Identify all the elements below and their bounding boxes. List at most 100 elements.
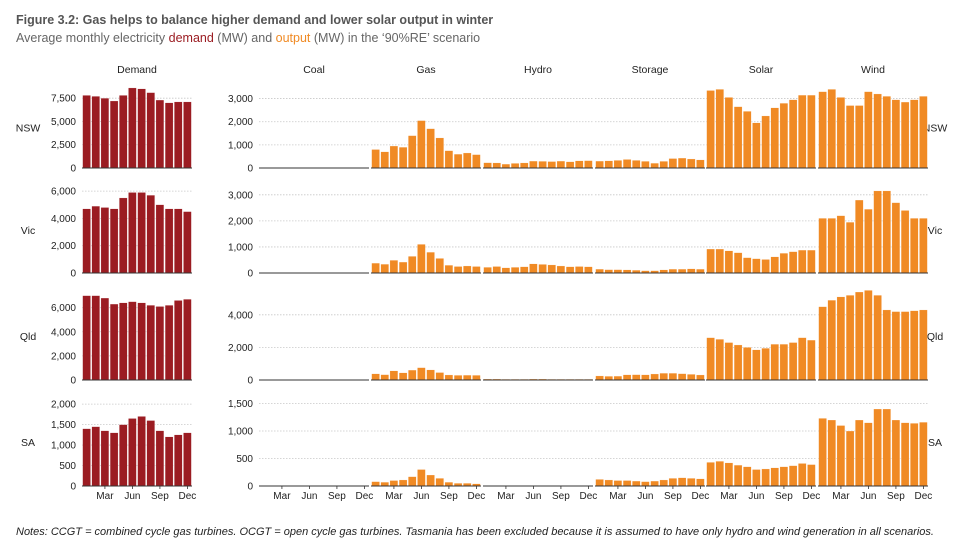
bar-nsw-hydro-mar bbox=[501, 163, 511, 169]
bar-vic-gas-nov bbox=[463, 265, 472, 274]
bar-qld-wind-dec bbox=[919, 309, 928, 381]
region-label-sa-right: SA bbox=[928, 437, 942, 449]
bar-nsw-solar-jan bbox=[706, 90, 715, 169]
bar-qld-storage-nov bbox=[687, 374, 696, 381]
bar-vic-demand-apr bbox=[109, 208, 119, 274]
bar-vic-solar-oct bbox=[788, 251, 798, 274]
bar-vic-wind-apr bbox=[845, 222, 855, 274]
x-tick-label-hydro-mar: Mar bbox=[497, 491, 515, 502]
x-tick-label-coal-jun: Jun bbox=[301, 491, 317, 502]
x-tick-label-wind-mar: Mar bbox=[832, 491, 850, 502]
bar-nsw-wind-nov bbox=[910, 99, 919, 169]
bar-qld-storage-sep bbox=[668, 373, 678, 381]
bar-sa-solar-sep bbox=[779, 466, 789, 487]
bar-nsw-wind-jan bbox=[818, 91, 827, 169]
bar-qld-storage-jun bbox=[641, 374, 650, 381]
x-tick-label-gas-sep: Sep bbox=[440, 491, 458, 502]
bar-vic-hydro-apr bbox=[510, 267, 520, 274]
bar-vic-storage-oct bbox=[677, 268, 687, 274]
bar-qld-gas-mar bbox=[389, 370, 399, 381]
bar-qld-solar-sep bbox=[779, 344, 789, 381]
bar-nsw-demand-oct bbox=[164, 102, 174, 169]
bar-sa-solar-jul bbox=[761, 468, 770, 487]
bar-vic-solar-may bbox=[743, 257, 752, 274]
bar-qld-demand-mar bbox=[100, 297, 110, 381]
bar-sa-storage-nov bbox=[687, 478, 696, 487]
y-tick-label-vic-coal: 1,000 bbox=[228, 242, 253, 253]
bar-vic-storage-mar bbox=[613, 269, 623, 274]
bar-nsw-wind-dec bbox=[919, 96, 928, 169]
x-tick-label-storage-dec: Dec bbox=[692, 491, 710, 502]
bar-vic-solar-apr bbox=[733, 252, 743, 274]
bar-vic-solar-aug bbox=[770, 256, 779, 274]
bar-vic-demand-jan bbox=[82, 208, 91, 274]
bar-vic-demand-dec bbox=[183, 211, 192, 274]
bar-nsw-hydro-jan bbox=[483, 162, 492, 169]
bar-nsw-solar-aug bbox=[770, 107, 779, 169]
bar-nsw-gas-nov bbox=[463, 152, 472, 169]
bar-qld-demand-apr bbox=[109, 303, 119, 381]
subtitle-demand-word: demand bbox=[168, 31, 214, 45]
bar-sa-storage-sep bbox=[668, 478, 678, 487]
x-tick-label-demand-mar: Mar bbox=[96, 491, 114, 502]
bar-qld-gas-nov bbox=[463, 374, 472, 381]
y-tick-label-nsw-demand: 5,000 bbox=[51, 117, 76, 128]
x-tick-label-wind-dec: Dec bbox=[915, 491, 933, 502]
y-tick-label-qld-coal: 2,000 bbox=[228, 343, 253, 354]
bar-vic-hydro-jul bbox=[538, 264, 547, 274]
bar-sa-demand-aug bbox=[146, 420, 155, 487]
y-tick-label-vic-demand: 0 bbox=[70, 269, 76, 280]
bar-qld-wind-mar bbox=[836, 296, 846, 381]
bar-sa-demand-mar bbox=[100, 430, 110, 487]
bar-qld-solar-apr bbox=[733, 344, 743, 381]
bar-vic-hydro-aug bbox=[547, 264, 556, 274]
bar-vic-gas-sep bbox=[444, 265, 454, 274]
bar-qld-storage-apr bbox=[622, 374, 632, 381]
y-tick-label-sa-demand: 500 bbox=[59, 461, 76, 472]
y-tick-label-sa-coal: 0 bbox=[247, 482, 253, 493]
bar-nsw-gas-jul bbox=[426, 128, 435, 169]
bar-sa-gas-jan bbox=[371, 481, 380, 487]
bar-qld-solar-may bbox=[743, 347, 752, 381]
y-tick-label-nsw-demand: 0 bbox=[70, 164, 76, 175]
figure-subtitle: Average monthly electricity demand (MW) … bbox=[16, 31, 480, 45]
bar-nsw-solar-dec bbox=[807, 94, 816, 169]
bar-sa-storage-jul bbox=[650, 480, 659, 487]
bar-vic-hydro-sep bbox=[556, 265, 566, 274]
bar-sa-demand-jun bbox=[128, 418, 137, 487]
bar-sa-solar-may bbox=[743, 466, 752, 487]
x-tick-label-solar-mar: Mar bbox=[720, 491, 738, 502]
region-label-qld-right: Qld bbox=[927, 331, 944, 343]
bar-nsw-storage-oct bbox=[677, 157, 687, 169]
bar-sa-demand-jan bbox=[82, 428, 91, 487]
y-tick-label-sa-demand: 1,500 bbox=[51, 420, 76, 431]
bar-nsw-demand-mar bbox=[100, 98, 110, 169]
subtitle-output-word: output bbox=[275, 31, 311, 45]
y-tick-label-qld-demand: 0 bbox=[70, 376, 76, 387]
bar-vic-storage-sep bbox=[668, 268, 678, 274]
x-tick-label-wind-jun: Jun bbox=[860, 491, 876, 502]
bar-sa-wind-nov bbox=[910, 423, 919, 487]
subtitle-prefix: Average monthly electricity bbox=[16, 31, 169, 45]
bar-qld-wind-sep bbox=[891, 311, 901, 381]
x-tick-label-hydro-jun: Jun bbox=[525, 491, 541, 502]
bar-vic-hydro-oct bbox=[565, 266, 575, 274]
bar-qld-gas-apr bbox=[398, 372, 408, 381]
bar-sa-gas-aug bbox=[435, 478, 444, 487]
bar-sa-storage-apr bbox=[622, 480, 632, 487]
bar-vic-wind-nov bbox=[910, 218, 919, 274]
bar-sa-storage-jan bbox=[595, 479, 604, 487]
bar-nsw-hydro-feb bbox=[492, 162, 501, 169]
bar-qld-demand-may bbox=[119, 302, 128, 381]
bar-nsw-demand-sep bbox=[155, 99, 165, 169]
bar-vic-hydro-nov bbox=[575, 266, 584, 274]
bar-sa-solar-feb bbox=[715, 461, 724, 487]
bar-qld-storage-mar bbox=[613, 375, 623, 381]
y-tick-label-vic-coal: 3,000 bbox=[228, 190, 253, 201]
region-label-vic-right: Vic bbox=[928, 225, 942, 237]
bar-sa-storage-aug bbox=[659, 479, 668, 487]
bar-vic-gas-feb bbox=[380, 264, 389, 274]
bar-sa-gas-apr bbox=[398, 479, 408, 487]
bar-vic-demand-aug bbox=[146, 195, 155, 274]
bar-qld-wind-apr bbox=[845, 295, 855, 381]
